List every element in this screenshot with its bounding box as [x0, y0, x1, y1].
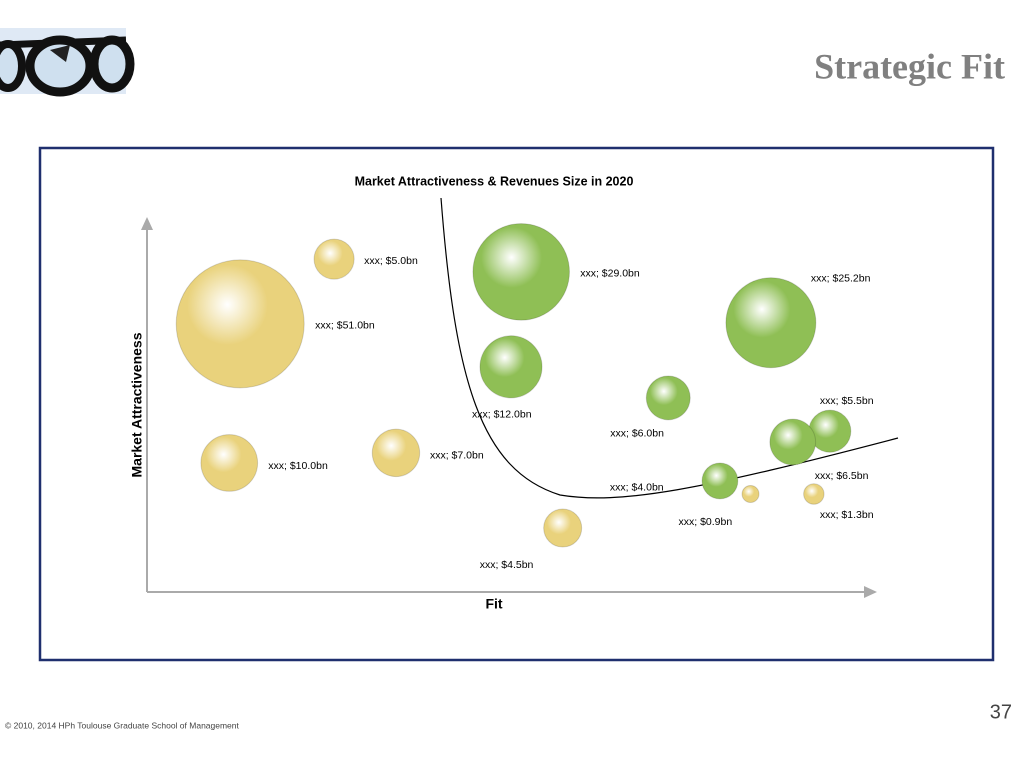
- bubble: [313, 238, 355, 280]
- bubble-label: xxx; $4.5bn: [480, 559, 534, 571]
- bubble: [371, 428, 421, 478]
- page-number: 37: [990, 701, 1012, 723]
- bubble-label: xxx; $29.0bn: [580, 268, 640, 280]
- bubble-label: xxx; $0.9bn: [679, 516, 733, 528]
- bubble: [175, 259, 305, 389]
- copyright: © 2010, 2014 HPh Toulouse Graduate Schoo…: [5, 720, 240, 730]
- y-axis-label: Market Attractiveness: [129, 332, 145, 477]
- bubble: [769, 418, 817, 466]
- slide-title: Strategic Fit: [814, 46, 1005, 86]
- bubble: [701, 462, 739, 500]
- logo: [0, 28, 135, 97]
- bubble-label: xxx; $5.5bn: [820, 395, 874, 407]
- bubble: [543, 508, 583, 548]
- bubble: [725, 277, 817, 369]
- y-arrow: [141, 217, 153, 230]
- bubble-label: xxx; $6.5bn: [815, 470, 869, 482]
- bubble: [741, 485, 760, 504]
- bubble: [645, 375, 691, 421]
- bubble-label: xxx; $5.0bn: [364, 255, 418, 267]
- bubble: [803, 483, 825, 505]
- bubble-label: xxx; $25.2bn: [811, 273, 871, 285]
- chart-title: Market Attractiveness & Revenues Size in…: [355, 174, 634, 188]
- fit-curve: [440, 197, 899, 499]
- x-axis-label: Fit: [485, 596, 502, 612]
- bubble: [479, 335, 543, 399]
- bubble-label: xxx; $7.0bn: [430, 450, 484, 462]
- bubble-label: xxx; $1.3bn: [820, 509, 874, 521]
- bubble-label: xxx; $12.0bn: [472, 409, 532, 421]
- bubble-label: xxx; $6.0bn: [610, 428, 664, 440]
- bubble-label: xxx; $51.0bn: [315, 320, 375, 332]
- bubble: [200, 434, 259, 492]
- bubble: [472, 223, 570, 321]
- bubble-label: xxx; $4.0bn: [610, 482, 664, 494]
- x-arrow: [864, 586, 877, 598]
- bubble-label: xxx; $10.0bn: [268, 460, 328, 472]
